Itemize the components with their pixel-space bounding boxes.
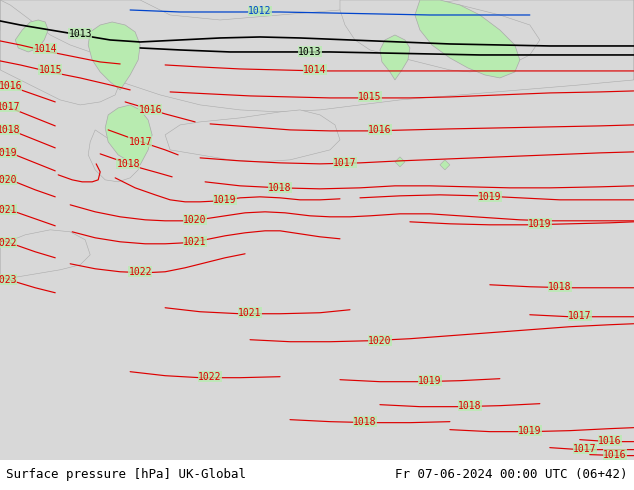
Text: 1016: 1016 [138, 105, 162, 115]
Text: 1019: 1019 [528, 219, 552, 229]
Text: 1018: 1018 [458, 401, 482, 411]
Polygon shape [415, 0, 520, 78]
Polygon shape [15, 20, 48, 52]
Text: 1015: 1015 [358, 92, 382, 102]
Text: 1015: 1015 [39, 65, 62, 75]
Text: Fr 07-06-2024 00:00 UTC (06+42): Fr 07-06-2024 00:00 UTC (06+42) [395, 468, 628, 481]
Text: 1018: 1018 [548, 282, 571, 292]
Text: 1014: 1014 [34, 44, 57, 54]
Text: 1016: 1016 [368, 125, 392, 135]
Text: 1021: 1021 [238, 308, 262, 318]
Polygon shape [0, 0, 634, 112]
Text: 1019: 1019 [213, 195, 237, 205]
Polygon shape [0, 230, 90, 280]
Text: 1016: 1016 [603, 450, 626, 460]
Text: 1016: 1016 [598, 436, 621, 445]
Text: 1019: 1019 [518, 426, 541, 436]
Polygon shape [340, 0, 540, 72]
Text: 1019: 1019 [478, 192, 501, 202]
Polygon shape [380, 35, 410, 80]
Text: 1016: 1016 [0, 81, 22, 91]
Text: 1013: 1013 [68, 29, 92, 39]
Text: 1018: 1018 [268, 183, 292, 193]
Text: 1020: 1020 [183, 215, 207, 225]
Text: 1018: 1018 [117, 159, 140, 169]
Text: Surface pressure [hPa] UK-Global: Surface pressure [hPa] UK-Global [6, 468, 247, 481]
Text: 1022: 1022 [198, 372, 222, 382]
Text: 1018: 1018 [353, 416, 377, 427]
Text: 1020: 1020 [368, 336, 392, 346]
Text: 1020: 1020 [0, 175, 17, 185]
Text: 1021: 1021 [0, 205, 17, 215]
Text: 1017: 1017 [568, 311, 592, 321]
Text: 1017: 1017 [0, 102, 20, 112]
Text: 1017: 1017 [573, 443, 597, 454]
Text: 1019: 1019 [418, 376, 442, 386]
Polygon shape [165, 110, 340, 162]
Text: 1022: 1022 [129, 267, 152, 277]
Polygon shape [395, 157, 405, 167]
Text: 1022: 1022 [0, 238, 17, 248]
Polygon shape [440, 160, 450, 170]
Polygon shape [105, 105, 152, 165]
Polygon shape [88, 130, 140, 182]
Text: 1014: 1014 [303, 65, 327, 75]
Text: 1012: 1012 [249, 6, 272, 16]
Polygon shape [0, 0, 120, 105]
Text: 1017: 1017 [333, 158, 357, 168]
Text: 1018: 1018 [0, 125, 20, 135]
Polygon shape [88, 22, 140, 90]
Text: 1021: 1021 [183, 237, 207, 247]
Text: 1013: 1013 [298, 47, 322, 57]
Text: 1019: 1019 [0, 148, 17, 158]
Text: 1023: 1023 [0, 275, 17, 285]
Text: 1017: 1017 [129, 137, 152, 147]
